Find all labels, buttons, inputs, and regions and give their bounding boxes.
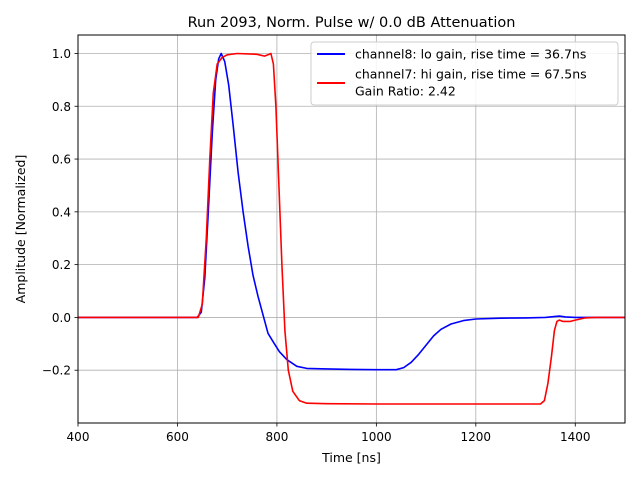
x-tick-label: 800 [265, 430, 288, 444]
x-tick-label: 1000 [361, 430, 392, 444]
y-tick-label: 1.0 [52, 47, 71, 61]
axis-ticks: 400 600 800 1000 1200 1400 −0.2 0.0 0.2 0.4 0.6 0.8… [42, 47, 591, 444]
plot-frame [77, 34, 626, 424]
legend: channel8: lo gain, rise time = 36.7ns ch… [310, 41, 619, 106]
y-tick-label: 0.0 [52, 311, 71, 325]
y-axis-label: Amplitude [Normalized] [13, 155, 28, 304]
series-line-1 [78, 52, 625, 405]
legend-gain-ratio: Gain Ratio: 2.42 [355, 84, 456, 99]
plot-lines [78, 52, 625, 405]
chart-title: Run 2093, Norm. Pulse w/ 0.0 dB Attenuat… [188, 15, 516, 31]
legend-label-channel7: channel7: hi gain, rise time = 67.5ns [355, 67, 587, 82]
legend-label-channel8: channel8: lo gain, rise time = 36.7ns [355, 47, 586, 62]
y-tick-label: 0.8 [52, 100, 71, 114]
y-tick-label: 0.6 [52, 153, 71, 167]
x-tick-label: 600 [166, 430, 189, 444]
y-tick-label: −0.2 [42, 364, 71, 378]
x-axis-label: Time [ns] [321, 450, 381, 465]
legend-box [310, 41, 619, 106]
x-tick-label: 400 [67, 430, 90, 444]
y-tick-label: 0.2 [52, 258, 71, 272]
y-tick-label: 0.4 [52, 205, 71, 219]
x-tick-label: 1200 [461, 430, 492, 444]
x-tick-label: 1400 [560, 430, 591, 444]
